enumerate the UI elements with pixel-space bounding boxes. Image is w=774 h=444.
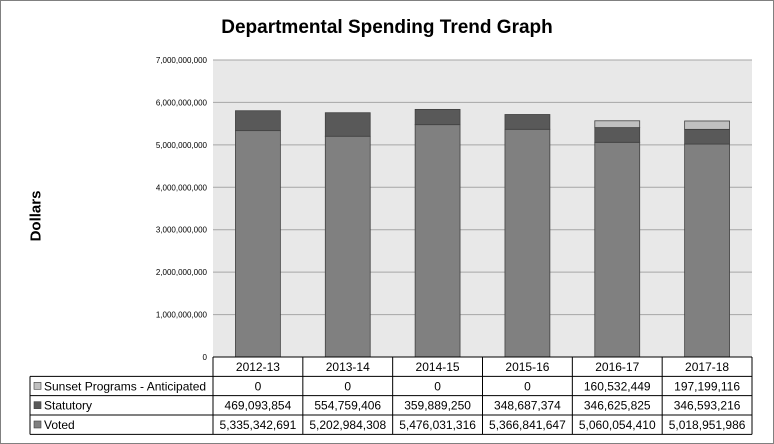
bar-statutory (684, 128, 730, 145)
bar-sunset-programs-anticipated (594, 120, 641, 129)
data-label: 5,060,054,410 (579, 418, 656, 432)
bar-voted (594, 141, 641, 358)
data-label: 554,759,406 (314, 399, 381, 413)
legend-label: Voted (44, 418, 75, 432)
bar-statutory (504, 114, 551, 130)
y-tick-label: 1,000,000,000 (156, 311, 208, 320)
data-label: 346,593,216 (674, 399, 741, 413)
legend-key (33, 401, 42, 409)
bar-statutory (594, 127, 641, 143)
y-tick-label: 0 (203, 353, 208, 362)
x-tick-label: 2014-15 (416, 360, 460, 374)
data-label: 5,476,031,316 (399, 418, 476, 432)
data-label: 346,625,825 (584, 399, 651, 413)
data-label: 0 (524, 379, 531, 393)
data-label: 160,532,449 (584, 379, 651, 393)
data-label: 5,018,951,986 (669, 418, 746, 432)
data-label: 5,366,841,647 (489, 418, 566, 432)
y-tick-label: 7,000,000,000 (156, 56, 208, 65)
data-label: 0 (255, 379, 262, 393)
x-tick-label: 2012-13 (236, 360, 280, 374)
bar-statutory (235, 110, 281, 132)
bar-voted (504, 128, 551, 358)
data-label: 197,199,116 (674, 379, 740, 393)
bar-statutory (324, 112, 371, 137)
y-tick-label: 6,000,000,000 (156, 98, 208, 107)
data-label: 0 (434, 379, 441, 393)
y-tick-label: 3,000,000,000 (156, 226, 208, 235)
legend-key (33, 382, 42, 390)
bar-statutory (414, 108, 461, 126)
data-label: 469,093,854 (225, 399, 292, 413)
bar-sunset-programs-anticipated (684, 120, 730, 130)
chart-title: Departmental Spending Trend Graph (221, 17, 553, 38)
data-label: 5,202,984,308 (309, 418, 386, 432)
data-label: 359,889,250 (404, 399, 471, 413)
bar-voted (684, 143, 730, 358)
x-tick-label: 2013-14 (326, 360, 370, 374)
plot-area (213, 60, 752, 357)
y-tick-label: 4,000,000,000 (156, 183, 208, 192)
data-label: 5,335,342,691 (220, 418, 297, 432)
data-label: 0 (344, 379, 351, 393)
bar-voted (414, 124, 461, 358)
y-tick-label: 2,000,000,000 (156, 268, 208, 277)
x-tick-label: 2016-17 (595, 360, 639, 374)
bar-voted (235, 130, 281, 358)
x-tick-label: 2017-18 (685, 360, 729, 374)
data-label: 348,687,374 (494, 399, 561, 413)
x-tick-label: 2015-16 (505, 360, 549, 374)
legend-label: Statutory (44, 399, 92, 413)
y-tick-label: 5,000,000,000 (156, 141, 208, 150)
bar-voted (324, 135, 371, 358)
legend-label: Sunset Programs - Anticipated (44, 379, 206, 393)
legend-key (33, 420, 42, 429)
